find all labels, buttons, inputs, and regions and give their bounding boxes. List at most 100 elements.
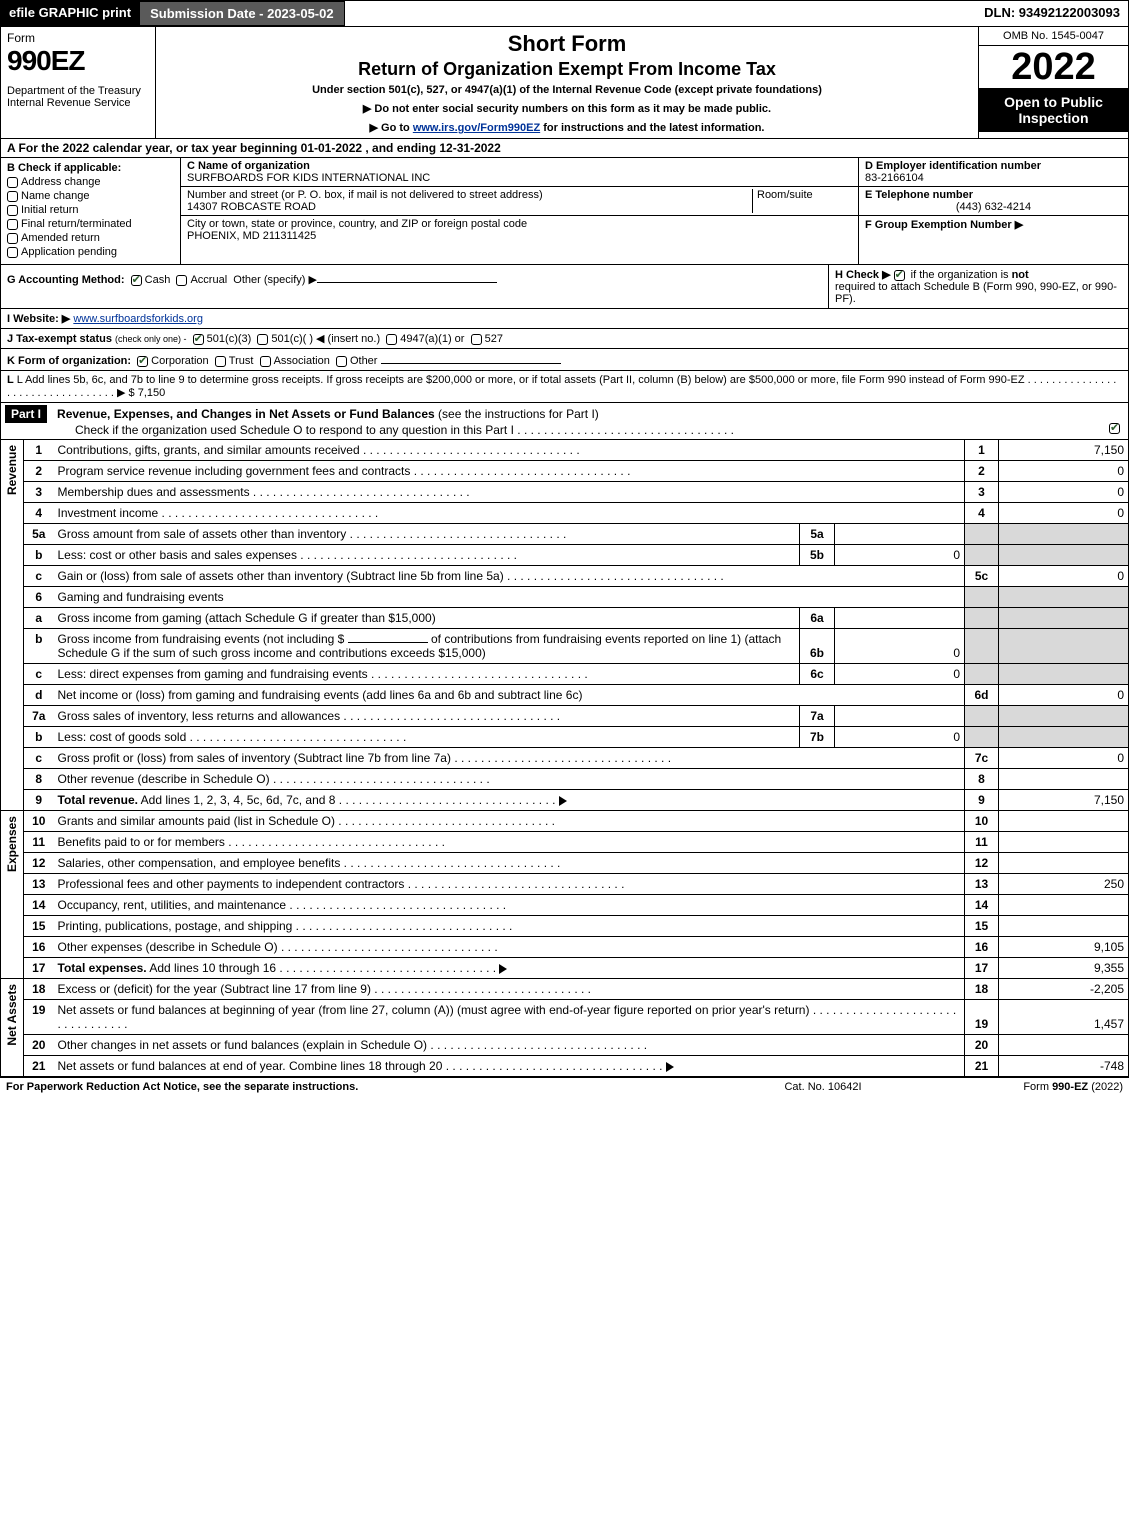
col-val-grey bbox=[999, 524, 1129, 545]
dots bbox=[286, 898, 506, 912]
k-other-input[interactable] bbox=[381, 352, 561, 364]
checkbox-icon[interactable] bbox=[894, 270, 905, 281]
line-num: c bbox=[24, 566, 54, 587]
checkbox-icon[interactable] bbox=[193, 334, 204, 345]
j-4947: 4947(a)(1) or bbox=[400, 333, 464, 345]
tax-year: 2022 bbox=[979, 46, 1128, 88]
col-num: 4 bbox=[965, 503, 999, 524]
opt-label: Application pending bbox=[21, 246, 117, 258]
table-row: 12 Salaries, other compensation, and emp… bbox=[1, 853, 1129, 874]
checkbox-icon[interactable] bbox=[260, 356, 271, 367]
website-link[interactable]: www.surfboardsforkids.org bbox=[73, 313, 203, 325]
footer-right-post: (2022) bbox=[1088, 1081, 1123, 1093]
checkbox-icon[interactable] bbox=[176, 275, 187, 286]
desc-text: Professional fees and other payments to … bbox=[58, 877, 405, 891]
table-row: b Gross income from fundraising events (… bbox=[1, 629, 1129, 664]
col-num: 19 bbox=[965, 1000, 999, 1035]
irs-link[interactable]: www.irs.gov/Form990EZ bbox=[413, 122, 540, 134]
sub-val: 0 bbox=[835, 727, 965, 748]
line-desc: Net assets or fund balances at end of ye… bbox=[54, 1056, 965, 1077]
revenue-label: Revenue bbox=[5, 443, 19, 497]
line-desc: Gaming and fundraising events bbox=[54, 587, 965, 608]
street-value: 14307 ROBCASTE ROAD bbox=[187, 201, 316, 213]
under-section: Under section 501(c), 527, or 4947(a)(1)… bbox=[164, 84, 970, 96]
line-desc: Professional fees and other payments to … bbox=[54, 874, 965, 895]
checkbox-icon[interactable] bbox=[131, 275, 142, 286]
col-val-grey bbox=[999, 664, 1129, 685]
street-row: Number and street (or P. O. box, if mail… bbox=[181, 187, 858, 216]
ein-label: D Employer identification number bbox=[865, 160, 1041, 172]
col-num-grey bbox=[965, 706, 999, 727]
desc-text: Add lines 1, 2, 3, 4, 5c, 6d, 7c, and 8 bbox=[138, 793, 335, 807]
sub-val: 0 bbox=[835, 545, 965, 566]
line-desc: Gross profit or (loss) from sales of inv… bbox=[54, 748, 965, 769]
room-label: Room/suite bbox=[757, 189, 813, 201]
efile-label[interactable]: efile GRAPHIC print bbox=[1, 1, 139, 26]
page-footer: For Paperwork Reduction Act Notice, see … bbox=[0, 1077, 1129, 1096]
col-num-grey bbox=[965, 545, 999, 566]
title: Short Form bbox=[164, 31, 970, 57]
checkbox-icon[interactable] bbox=[7, 247, 18, 258]
col-num: 20 bbox=[965, 1035, 999, 1056]
dots bbox=[270, 772, 490, 786]
h-label: H Check ▶ bbox=[835, 269, 891, 281]
dots bbox=[335, 814, 555, 828]
section-k: K Form of organization: Corporation Trus… bbox=[0, 349, 1129, 371]
blank-input[interactable] bbox=[348, 642, 428, 643]
line-num: b bbox=[24, 727, 54, 748]
col-val: 7,150 bbox=[999, 440, 1129, 461]
table-row: 16 Other expenses (describe in Schedule … bbox=[1, 937, 1129, 958]
other-input[interactable] bbox=[317, 271, 497, 283]
line-num: 10 bbox=[24, 811, 54, 832]
col-num: 5c bbox=[965, 566, 999, 587]
section-b: B Check if applicable: Address change Na… bbox=[1, 158, 181, 264]
line-num: 9 bbox=[24, 790, 54, 811]
tax-exempt-label: J Tax-exempt status bbox=[7, 333, 112, 345]
sub-num: 5a bbox=[800, 524, 835, 545]
col-val bbox=[999, 916, 1129, 937]
h-text2: if the organization is bbox=[911, 269, 1012, 281]
sub-num: 6c bbox=[800, 664, 835, 685]
opt-label: Address change bbox=[21, 176, 101, 188]
dots bbox=[442, 1059, 662, 1073]
checkbox-icon[interactable] bbox=[7, 205, 18, 216]
col-val-grey bbox=[999, 629, 1129, 664]
line-desc: Grants and similar amounts paid (list in… bbox=[54, 811, 965, 832]
checkbox-icon[interactable] bbox=[7, 233, 18, 244]
footer-right-pre: Form bbox=[1023, 1081, 1052, 1093]
sub-num: 7b bbox=[800, 727, 835, 748]
desc-text: Gross amount from sale of assets other t… bbox=[58, 527, 347, 541]
checkbox-icon[interactable] bbox=[1109, 423, 1120, 434]
checkbox-icon[interactable] bbox=[471, 334, 482, 345]
line-num: 14 bbox=[24, 895, 54, 916]
checkbox-icon[interactable] bbox=[7, 191, 18, 202]
line-desc: Contributions, gifts, grants, and simila… bbox=[54, 440, 965, 461]
warn2-pre: ▶ Go to bbox=[370, 122, 413, 134]
checkbox-icon[interactable] bbox=[386, 334, 397, 345]
checkbox-icon[interactable] bbox=[257, 334, 268, 345]
checkbox-icon[interactable] bbox=[7, 219, 18, 230]
table-row: 6 Gaming and fundraising events bbox=[1, 587, 1129, 608]
table-row: b Less: cost of goods sold 7b 0 bbox=[1, 727, 1129, 748]
desc-text: Less: cost of goods sold bbox=[58, 730, 187, 744]
accounting-label: G Accounting Method: bbox=[7, 274, 125, 286]
section-h: H Check ▶ if the organization is not req… bbox=[828, 265, 1128, 308]
checkbox-icon[interactable] bbox=[215, 356, 226, 367]
desc-text: Gross profit or (loss) from sales of inv… bbox=[58, 751, 451, 765]
k-assoc: Association bbox=[274, 355, 330, 367]
form-number: 990EZ bbox=[7, 45, 149, 77]
checkbox-icon[interactable] bbox=[7, 177, 18, 188]
l-text: L Add lines 5b, 6c, and 7b to line 9 to … bbox=[17, 374, 1025, 386]
name-label: C Name of organization bbox=[187, 160, 310, 172]
checkbox-icon[interactable] bbox=[336, 356, 347, 367]
section-f: F Group Exemption Number ▶ bbox=[859, 216, 1128, 233]
table-row: 14 Occupancy, rent, utilities, and maint… bbox=[1, 895, 1129, 916]
org-name: SURFBOARDS FOR KIDS INTERNATIONAL INC bbox=[187, 172, 430, 184]
line-num: 3 bbox=[24, 482, 54, 503]
side-expenses: Expenses bbox=[1, 811, 24, 979]
opt-label: Initial return bbox=[21, 204, 78, 216]
j-501c3: 501(c)(3) bbox=[207, 333, 252, 345]
col-num: 6d bbox=[965, 685, 999, 706]
col-val-grey bbox=[999, 706, 1129, 727]
checkbox-icon[interactable] bbox=[137, 356, 148, 367]
